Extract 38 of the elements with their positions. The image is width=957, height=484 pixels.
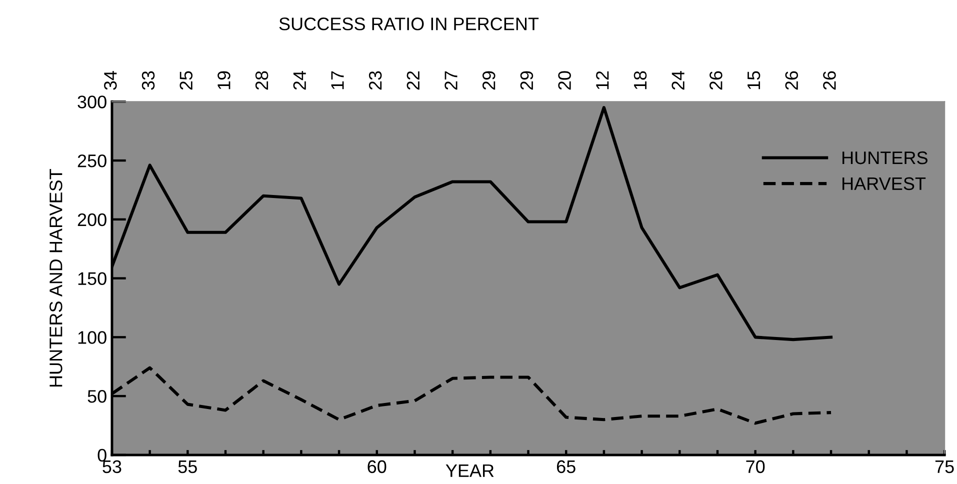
text: 17: [331, 71, 344, 90]
text: 26: [823, 71, 836, 90]
text: 26: [710, 71, 722, 90]
x-tick-label: 55: [178, 460, 197, 474]
text: 33: [142, 71, 155, 90]
y-tick-label: 0: [98, 448, 106, 462]
text: 25: [180, 71, 193, 90]
y-tick-label: 100: [78, 331, 106, 344]
text: 34: [104, 70, 117, 90]
y-tick-label: 150: [78, 272, 106, 286]
text: 26: [785, 71, 798, 90]
text: 19: [218, 71, 230, 90]
text: 22: [406, 71, 420, 90]
x2-axis-title: SUCCESS RATIO IN PERCENT: [279, 18, 539, 30]
x-axis-title: YEAR: [446, 464, 494, 477]
y-tick-label: 50: [88, 390, 106, 403]
y-tick-label: 200: [78, 213, 106, 226]
text: 18: [634, 71, 647, 90]
x-tick-label: 65: [556, 460, 576, 474]
legend-label: HUNTERS: [842, 151, 928, 164]
x-tick-label: 75: [935, 460, 954, 474]
text: 20: [558, 71, 571, 90]
text: 29: [482, 71, 496, 90]
text: 29: [520, 71, 534, 90]
x-tick-label: 70: [746, 460, 765, 474]
text: 15: [748, 71, 760, 90]
y-axis-title: HUNTERS AND HARVEST: [50, 169, 62, 387]
text: 28: [255, 71, 268, 90]
text: 24: [293, 70, 306, 90]
y-tick-label: 250: [78, 154, 106, 168]
x-tick-label: 53: [102, 460, 122, 474]
legend-label: HARVEST: [842, 177, 926, 190]
x-tick-label: 60: [368, 460, 386, 474]
text: 24: [672, 70, 684, 90]
text: 27: [444, 71, 458, 90]
text: 23: [368, 71, 382, 90]
y-tick-label: 300: [78, 96, 106, 108]
text: 12: [596, 71, 609, 90]
